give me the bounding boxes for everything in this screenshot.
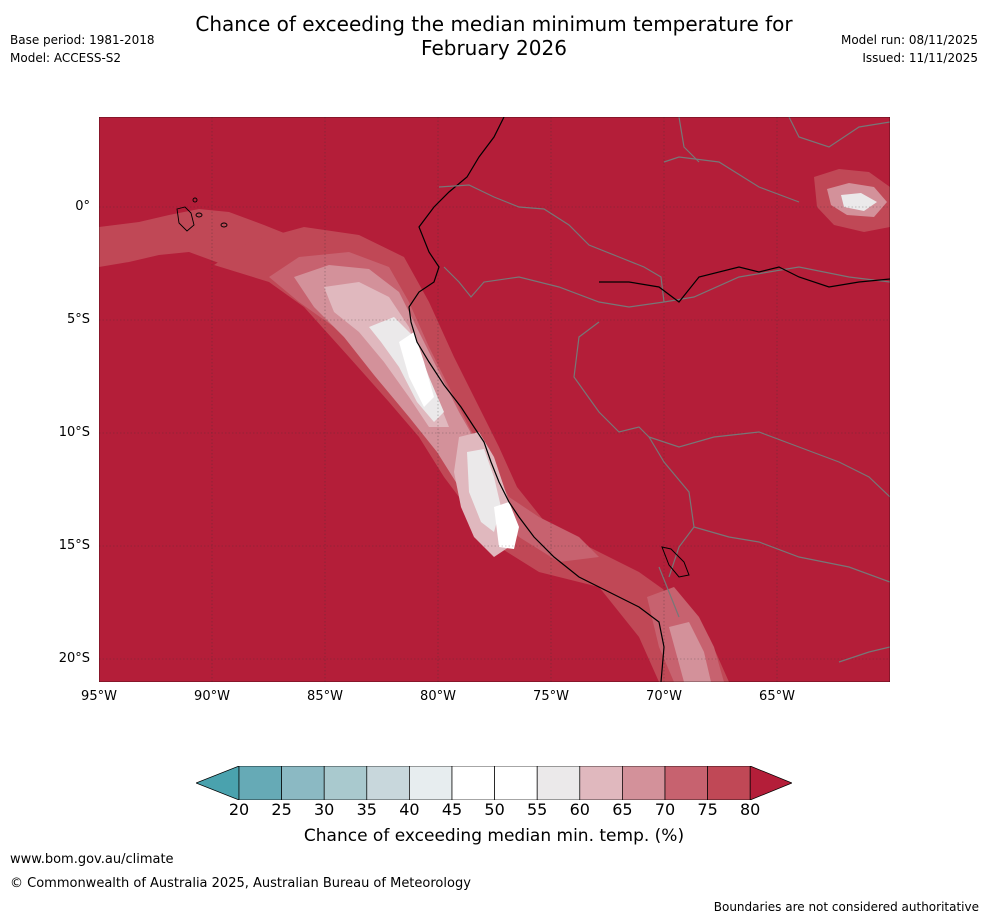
model-name: Model: ACCESS-S2 (10, 51, 122, 65)
colorbar-segment (707, 766, 751, 800)
colorbar-tick-label: 50 (484, 800, 505, 819)
forecast-map (99, 117, 890, 682)
peru-zone-55 (467, 449, 501, 532)
model-run: Model run: 08/11/2025 (840, 33, 978, 47)
colorbar-tick-label: 20 (228, 800, 250, 819)
colorbar-tick-label: 25 (271, 800, 292, 819)
colorbar-tick-label: 35 (356, 800, 377, 819)
lat-label-20s: 20°S (58, 651, 90, 666)
colorbar-segment (323, 766, 368, 800)
lat-label-0: 0° (75, 199, 90, 214)
colorbar-tick-label: 45 (441, 800, 463, 819)
amazon-river (599, 266, 890, 303)
map-background-over-80 (99, 117, 890, 682)
colorbar-tick-label: 75 (697, 800, 718, 819)
base-period: Base period: 1981-2018 (10, 33, 155, 47)
footer-disclaimer: Boundaries are not considered authoritat… (713, 900, 979, 914)
lat-label-10s: 10°S (58, 425, 90, 440)
colorbar (196, 766, 792, 800)
colorbar-label: Chance of exceeding median min. temp. (%… (303, 826, 685, 846)
lon-label-70w: 70°W (646, 689, 682, 704)
colorbar-tick-label: 30 (314, 800, 335, 819)
colorbar-segment (579, 766, 623, 800)
peru-zone-50 (494, 502, 519, 549)
country-borders (438, 117, 890, 663)
colorbar-tick-label: 80 (740, 800, 761, 819)
colorbar-segment (238, 766, 282, 800)
galapagos-islands (176, 197, 228, 232)
colorbar-segment (281, 766, 325, 800)
colorbar-segment (366, 766, 410, 800)
colorbar-tick-label: 55 (527, 800, 548, 819)
lon-label-85w: 85°W (307, 689, 343, 704)
lon-label-95w: 95°W (81, 689, 117, 704)
colorbar-segment (664, 766, 708, 800)
colorbar-over-arrow (749, 766, 792, 800)
coastal-zone-50 (399, 332, 434, 407)
chile-zone-65 (669, 622, 711, 682)
colorbar-tick-label: 65 (612, 800, 633, 819)
title-line-1: Chance of exceeding the median minimum t… (195, 12, 793, 36)
graticule (99, 117, 890, 682)
colorbar-under-arrow (196, 766, 240, 800)
colorbar-tick-label: 40 (399, 800, 420, 819)
lon-label-80w: 80°W (420, 689, 456, 704)
lat-label-5s: 5°S (66, 312, 90, 327)
meta-left: Base period: 1981-2018 Model: ACCESS-S2 (10, 31, 155, 67)
coastal-zone-65 (294, 265, 499, 517)
ne-zone-55 (841, 193, 877, 211)
lon-label-90w: 90°W (194, 689, 230, 704)
colorbar-tick-label: 60 (569, 800, 590, 819)
colorbar-segment (494, 766, 538, 800)
footer-copyright: © Commonwealth of Australia 2025, Austra… (10, 876, 471, 891)
colorbar-segment (451, 766, 495, 800)
lat-label-15s: 15°S (58, 538, 90, 553)
colorbar-segment (536, 766, 581, 800)
lake-titicaca (661, 546, 690, 578)
colorbar-segment (622, 766, 666, 800)
colorbar-segment (409, 766, 453, 800)
footer-url: www.bom.gov.au/climate (10, 852, 174, 867)
colorbar-tick-label: 70 (654, 800, 676, 819)
lon-label-65w: 65°W (759, 689, 795, 704)
meta-right: Model run: 08/11/2025 Issued: 11/11/2025 (841, 31, 978, 67)
issued-date: Issued: 11/11/2025 (862, 51, 978, 65)
coastline (408, 117, 665, 682)
title-line-2: February 2026 (421, 36, 567, 60)
map-title: Chance of exceeding the median minimum t… (0, 12, 988, 60)
lon-label-75w: 75°W (533, 689, 569, 704)
